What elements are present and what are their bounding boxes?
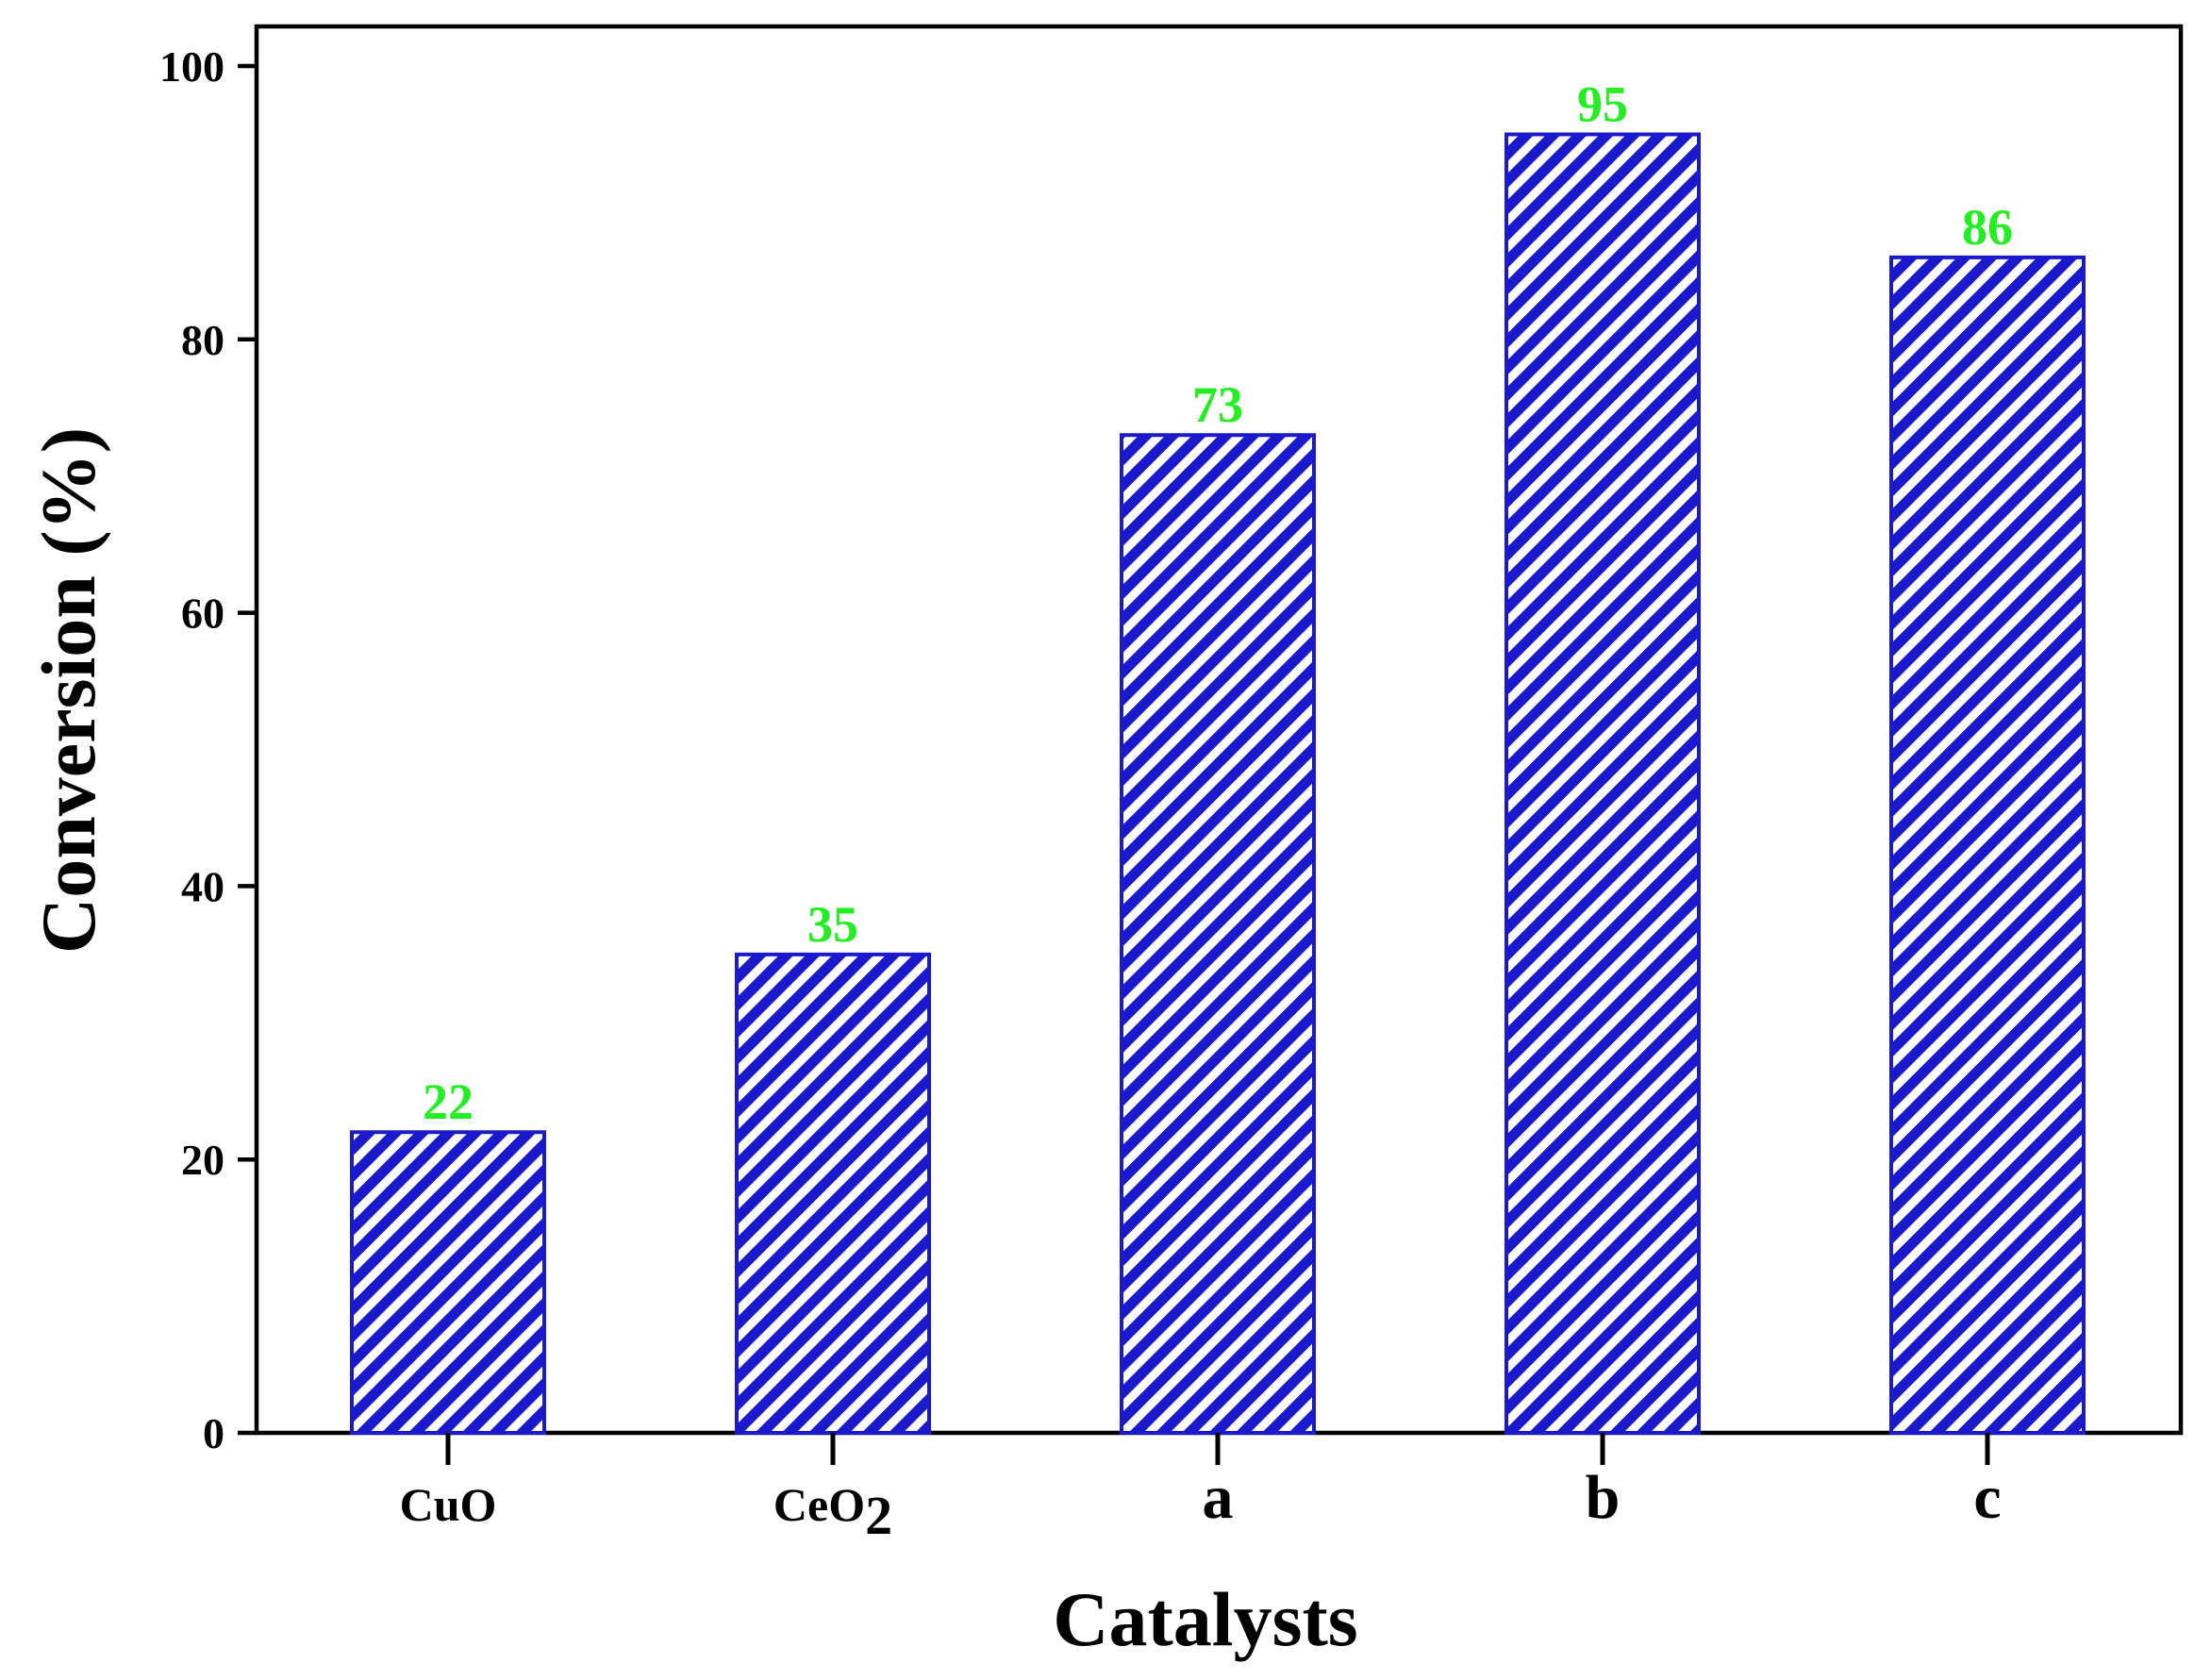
- y-tick-label: 100: [159, 42, 224, 91]
- x-tick-label: CeO2: [773, 1478, 892, 1546]
- value-label: 86: [1962, 199, 2013, 256]
- bar-cuo: [350, 1130, 546, 1435]
- x-tick-label: b: [1586, 1463, 1621, 1532]
- y-axis-title: Conversion (%): [25, 427, 111, 954]
- bar-b: [1504, 132, 1701, 1436]
- bar-a: [1120, 433, 1316, 1436]
- y-axis: 0 20 40 60 80 100: [159, 42, 257, 1457]
- value-label: 22: [423, 1073, 474, 1130]
- x-tick-label: a: [1203, 1463, 1234, 1532]
- value-label: 95: [1577, 75, 1628, 132]
- x-tick-label: CuO: [400, 1478, 497, 1531]
- bar-c: [1889, 255, 2086, 1435]
- y-tick-label: 40: [181, 862, 224, 910]
- bar-ceo2: [735, 952, 931, 1435]
- x-axis-title: Catalysts: [1053, 1576, 1357, 1662]
- value-label: 35: [807, 896, 858, 953]
- value-labels-group: 22 35 73 95 86: [423, 75, 2013, 1130]
- y-tick-label: 80: [181, 316, 224, 364]
- bars-group: [350, 132, 2086, 1436]
- y-tick-label: 0: [203, 1409, 224, 1457]
- y-tick-label: 60: [181, 590, 224, 638]
- y-tick-label: 20: [181, 1136, 224, 1184]
- x-tick-label: c: [1973, 1463, 2001, 1532]
- x-axis: CuO CeO2 a b c: [400, 1433, 2002, 1546]
- value-label: 73: [1192, 376, 1243, 433]
